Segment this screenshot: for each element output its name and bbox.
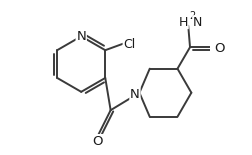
Text: O: O	[214, 42, 224, 55]
Text: N: N	[130, 88, 140, 101]
Text: N: N	[193, 16, 202, 29]
Text: Cl: Cl	[123, 38, 136, 51]
Text: H: H	[179, 16, 188, 29]
Text: N: N	[76, 30, 86, 43]
Text: O: O	[92, 135, 103, 148]
Text: 2: 2	[189, 11, 195, 21]
